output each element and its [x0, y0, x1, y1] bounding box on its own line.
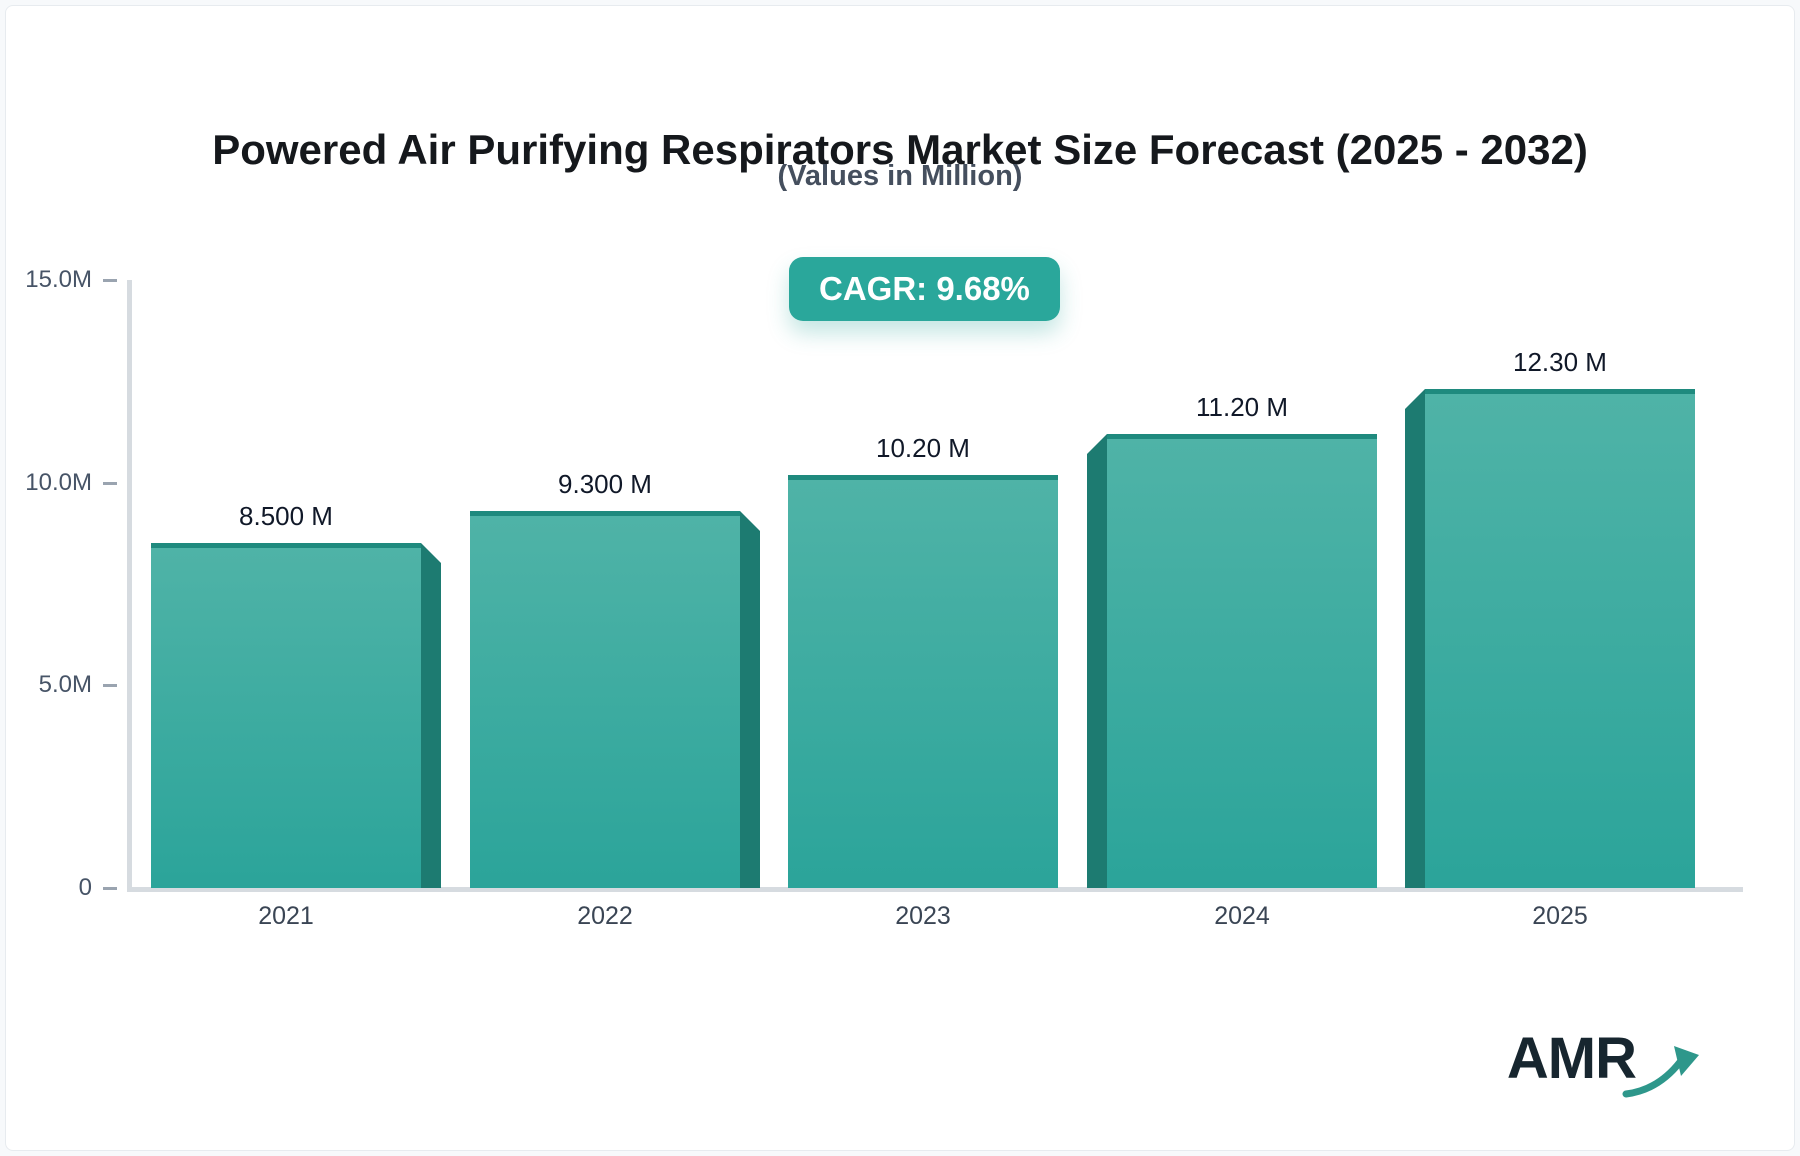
y-tick-mark	[103, 279, 117, 282]
y-tick-label: 15.0M	[25, 266, 92, 293]
bar-2022	[470, 511, 740, 888]
bar-2025	[1425, 389, 1695, 888]
page-title: Powered Air Purifying Respirators Market…	[212, 126, 1588, 174]
bar-value-label: 9.300 M	[558, 469, 652, 499]
y-tick-label: 0	[78, 874, 92, 901]
bar-value-label: 8.500 M	[239, 501, 333, 531]
bar-2024	[1107, 434, 1377, 888]
page-subtitle: (Values in Million)	[777, 160, 1023, 192]
bar-side-face	[1087, 434, 1107, 888]
y-tick-mark	[103, 684, 117, 688]
bar-side-face	[1405, 389, 1425, 888]
x-axis-label: 2025	[1532, 902, 1588, 930]
amr-logo-text: AMR	[1506, 1026, 1637, 1091]
amr-logo: AMR	[1507, 1030, 1702, 1102]
bar-side-face	[740, 511, 760, 888]
bar-side-face	[421, 543, 441, 888]
x-axis-label: 2024	[1214, 902, 1270, 930]
bar-value-label: 11.20 M	[1195, 392, 1288, 422]
x-axis-label: 2021	[258, 902, 314, 930]
x-axis-label: 2023	[895, 902, 951, 930]
y-tick-label: 10.0M	[25, 468, 92, 496]
y-axis-line	[127, 280, 132, 892]
y-tick-mark	[103, 481, 117, 485]
cagr-badge: CAGR: 9.68%	[789, 257, 1060, 321]
y-tick-label: 5.0M	[38, 671, 92, 699]
bar-2021	[151, 543, 421, 888]
bar-2023	[788, 475, 1058, 888]
y-tick-mark	[103, 887, 117, 890]
bar-value-label: 12.30 M	[1513, 347, 1607, 377]
x-axis-line	[127, 887, 1743, 892]
bar-value-label: 10.20 M	[876, 433, 970, 463]
trend-up-arrow-icon	[1622, 1046, 1699, 1098]
x-axis-label: 2022	[577, 902, 633, 930]
